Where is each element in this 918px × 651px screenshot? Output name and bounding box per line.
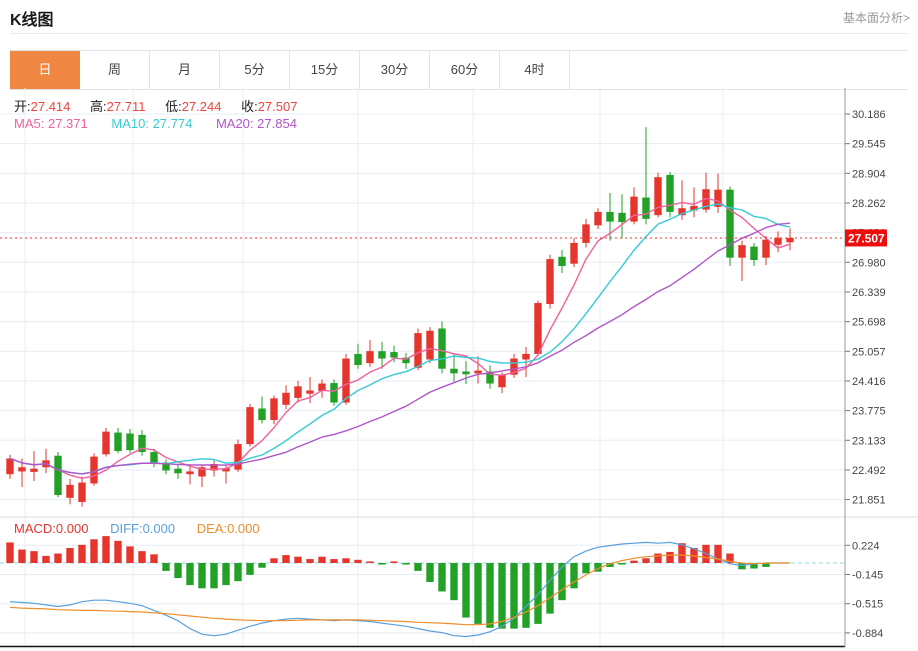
svg-text:25.698: 25.698 [852, 317, 886, 329]
svg-text:0.224: 0.224 [852, 540, 880, 552]
svg-text:28.262: 28.262 [852, 198, 886, 210]
svg-text:29.545: 29.545 [852, 139, 886, 151]
svg-text:27.507: 27.507 [848, 231, 885, 245]
tab-week[interactable]: 周 [80, 51, 150, 89]
svg-text:-0.145: -0.145 [852, 569, 883, 581]
tab-15min[interactable]: 15分 [290, 51, 360, 89]
period-tabbar: 日 周 月 5分 15分 30分 60分 4时 [10, 50, 908, 90]
tab-month[interactable]: 月 [150, 51, 220, 89]
svg-text:30.186: 30.186 [852, 109, 886, 121]
tab-day[interactable]: 日 [10, 51, 80, 89]
y-axis: 30.18629.54528.90428.26227.62126.98026.3… [845, 109, 886, 640]
svg-text:26.980: 26.980 [852, 257, 886, 269]
tab-4hour[interactable]: 4时 [500, 51, 570, 89]
tab-60min[interactable]: 60分 [430, 51, 500, 89]
dea-line [9, 554, 790, 626]
svg-text:23.133: 23.133 [852, 435, 886, 447]
tab-30min[interactable]: 30分 [360, 51, 430, 89]
svg-text:21.851: 21.851 [852, 495, 886, 507]
page-title: K线图 [10, 12, 54, 29]
ma20-line [9, 222, 791, 475]
svg-text:-0.884: -0.884 [852, 628, 883, 640]
svg-text:25.057: 25.057 [852, 346, 886, 358]
svg-text:28.904: 28.904 [852, 168, 886, 180]
tab-5min[interactable]: 5分 [220, 51, 290, 89]
svg-text:23.775: 23.775 [852, 406, 886, 418]
diff-line [9, 541, 790, 638]
fundamental-analysis-link[interactable]: 基本面分析> [842, 11, 910, 25]
ma10-line [9, 203, 791, 475]
svg-text:-0.515: -0.515 [852, 599, 883, 611]
price-tag: 27.507 [845, 229, 887, 247]
title-divider [10, 33, 908, 34]
ma5-line [9, 197, 791, 479]
candles-layer [6, 127, 794, 507]
macd-histogram [6, 536, 770, 629]
svg-text:24.416: 24.416 [852, 376, 886, 388]
svg-text:22.492: 22.492 [852, 465, 886, 477]
svg-text:26.339: 26.339 [852, 287, 886, 299]
